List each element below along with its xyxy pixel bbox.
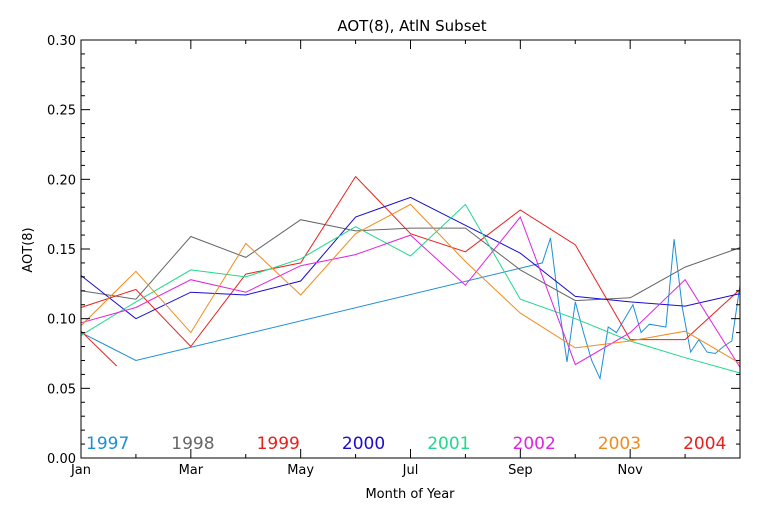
series-line-1999-jan xyxy=(80,330,118,367)
series-line-1998 xyxy=(80,219,741,302)
y-tick-label: 0.20 xyxy=(47,173,76,188)
x-tick-label: May xyxy=(287,463,314,478)
x-tick-label: Nov xyxy=(617,463,643,478)
x-tick-label: Sep xyxy=(508,463,533,478)
series-line-2003 xyxy=(80,203,741,364)
ticks-layer: 0.00 0.05 0.10 0.15 0.20 0.25 0.30 Jan Mar May Jul… xyxy=(47,34,740,478)
series-line-2001 xyxy=(80,203,741,374)
legend-entry-1998: 1998 xyxy=(171,434,214,454)
series-line-2000 xyxy=(80,196,741,320)
legend-entry-1999: 1999 xyxy=(257,434,300,454)
legend: 1997 1998 1999 2000 2001 2002 2003 2004 xyxy=(86,434,726,454)
series-line-1999 xyxy=(80,175,741,348)
y-tick-label: 0.05 xyxy=(47,382,76,397)
x-tick-label: Mar xyxy=(179,463,204,478)
series-line-2002 xyxy=(80,216,741,368)
series-line-1997 xyxy=(80,237,741,381)
x-axis-title: Month of Year xyxy=(365,487,455,502)
legend-entry-2001: 2001 xyxy=(427,434,470,454)
legend-entry-2003: 2003 xyxy=(598,434,641,454)
y-tick-label: 0.15 xyxy=(47,243,76,258)
legend-entry-1997: 1997 xyxy=(86,434,129,454)
y-tick-label: 0.00 xyxy=(47,452,76,467)
x-tick-label: Jul xyxy=(402,463,419,478)
legend-entry-2004: 2004 xyxy=(683,434,726,454)
chart-title: AOT(8), AtlN Subset xyxy=(337,17,486,35)
y-tick-label: 0.30 xyxy=(47,34,76,49)
y-tick-label: 0.25 xyxy=(47,104,76,119)
series-layer xyxy=(80,175,741,381)
legend-entry-2000: 2000 xyxy=(342,434,385,454)
x-tick-label: Jan xyxy=(70,463,91,478)
legend-entry-2002: 2002 xyxy=(513,434,556,454)
y-axis-title: AOT(8) xyxy=(21,227,36,272)
y-tick-label: 0.10 xyxy=(47,313,76,328)
